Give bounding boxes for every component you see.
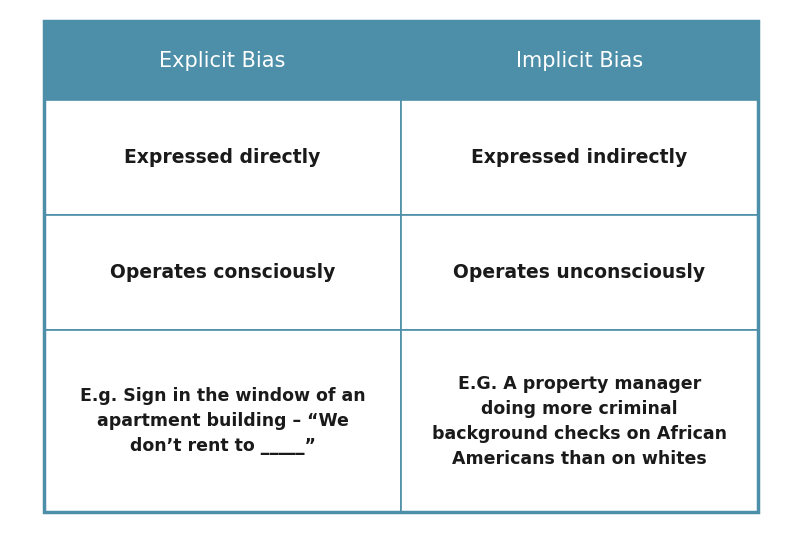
Text: Operates unconsciously: Operates unconsciously <box>453 263 706 282</box>
FancyBboxPatch shape <box>44 21 401 101</box>
FancyBboxPatch shape <box>401 330 758 512</box>
FancyBboxPatch shape <box>401 215 758 330</box>
FancyBboxPatch shape <box>44 101 401 215</box>
FancyBboxPatch shape <box>401 101 758 215</box>
FancyBboxPatch shape <box>401 21 758 101</box>
Text: Expressed directly: Expressed directly <box>124 149 321 167</box>
Text: Explicit Bias: Explicit Bias <box>160 51 286 71</box>
FancyBboxPatch shape <box>44 330 401 512</box>
Text: E.g. Sign in the window of an
apartment building – “We
don’t rent to _____”: E.g. Sign in the window of an apartment … <box>79 387 366 455</box>
Text: E.G. A property manager
doing more criminal
background checks on African
America: E.G. A property manager doing more crimi… <box>432 375 727 467</box>
Text: Operates consciously: Operates consciously <box>110 263 335 282</box>
Text: Expressed indirectly: Expressed indirectly <box>472 149 687 167</box>
Text: Implicit Bias: Implicit Bias <box>516 51 643 71</box>
FancyBboxPatch shape <box>44 215 401 330</box>
